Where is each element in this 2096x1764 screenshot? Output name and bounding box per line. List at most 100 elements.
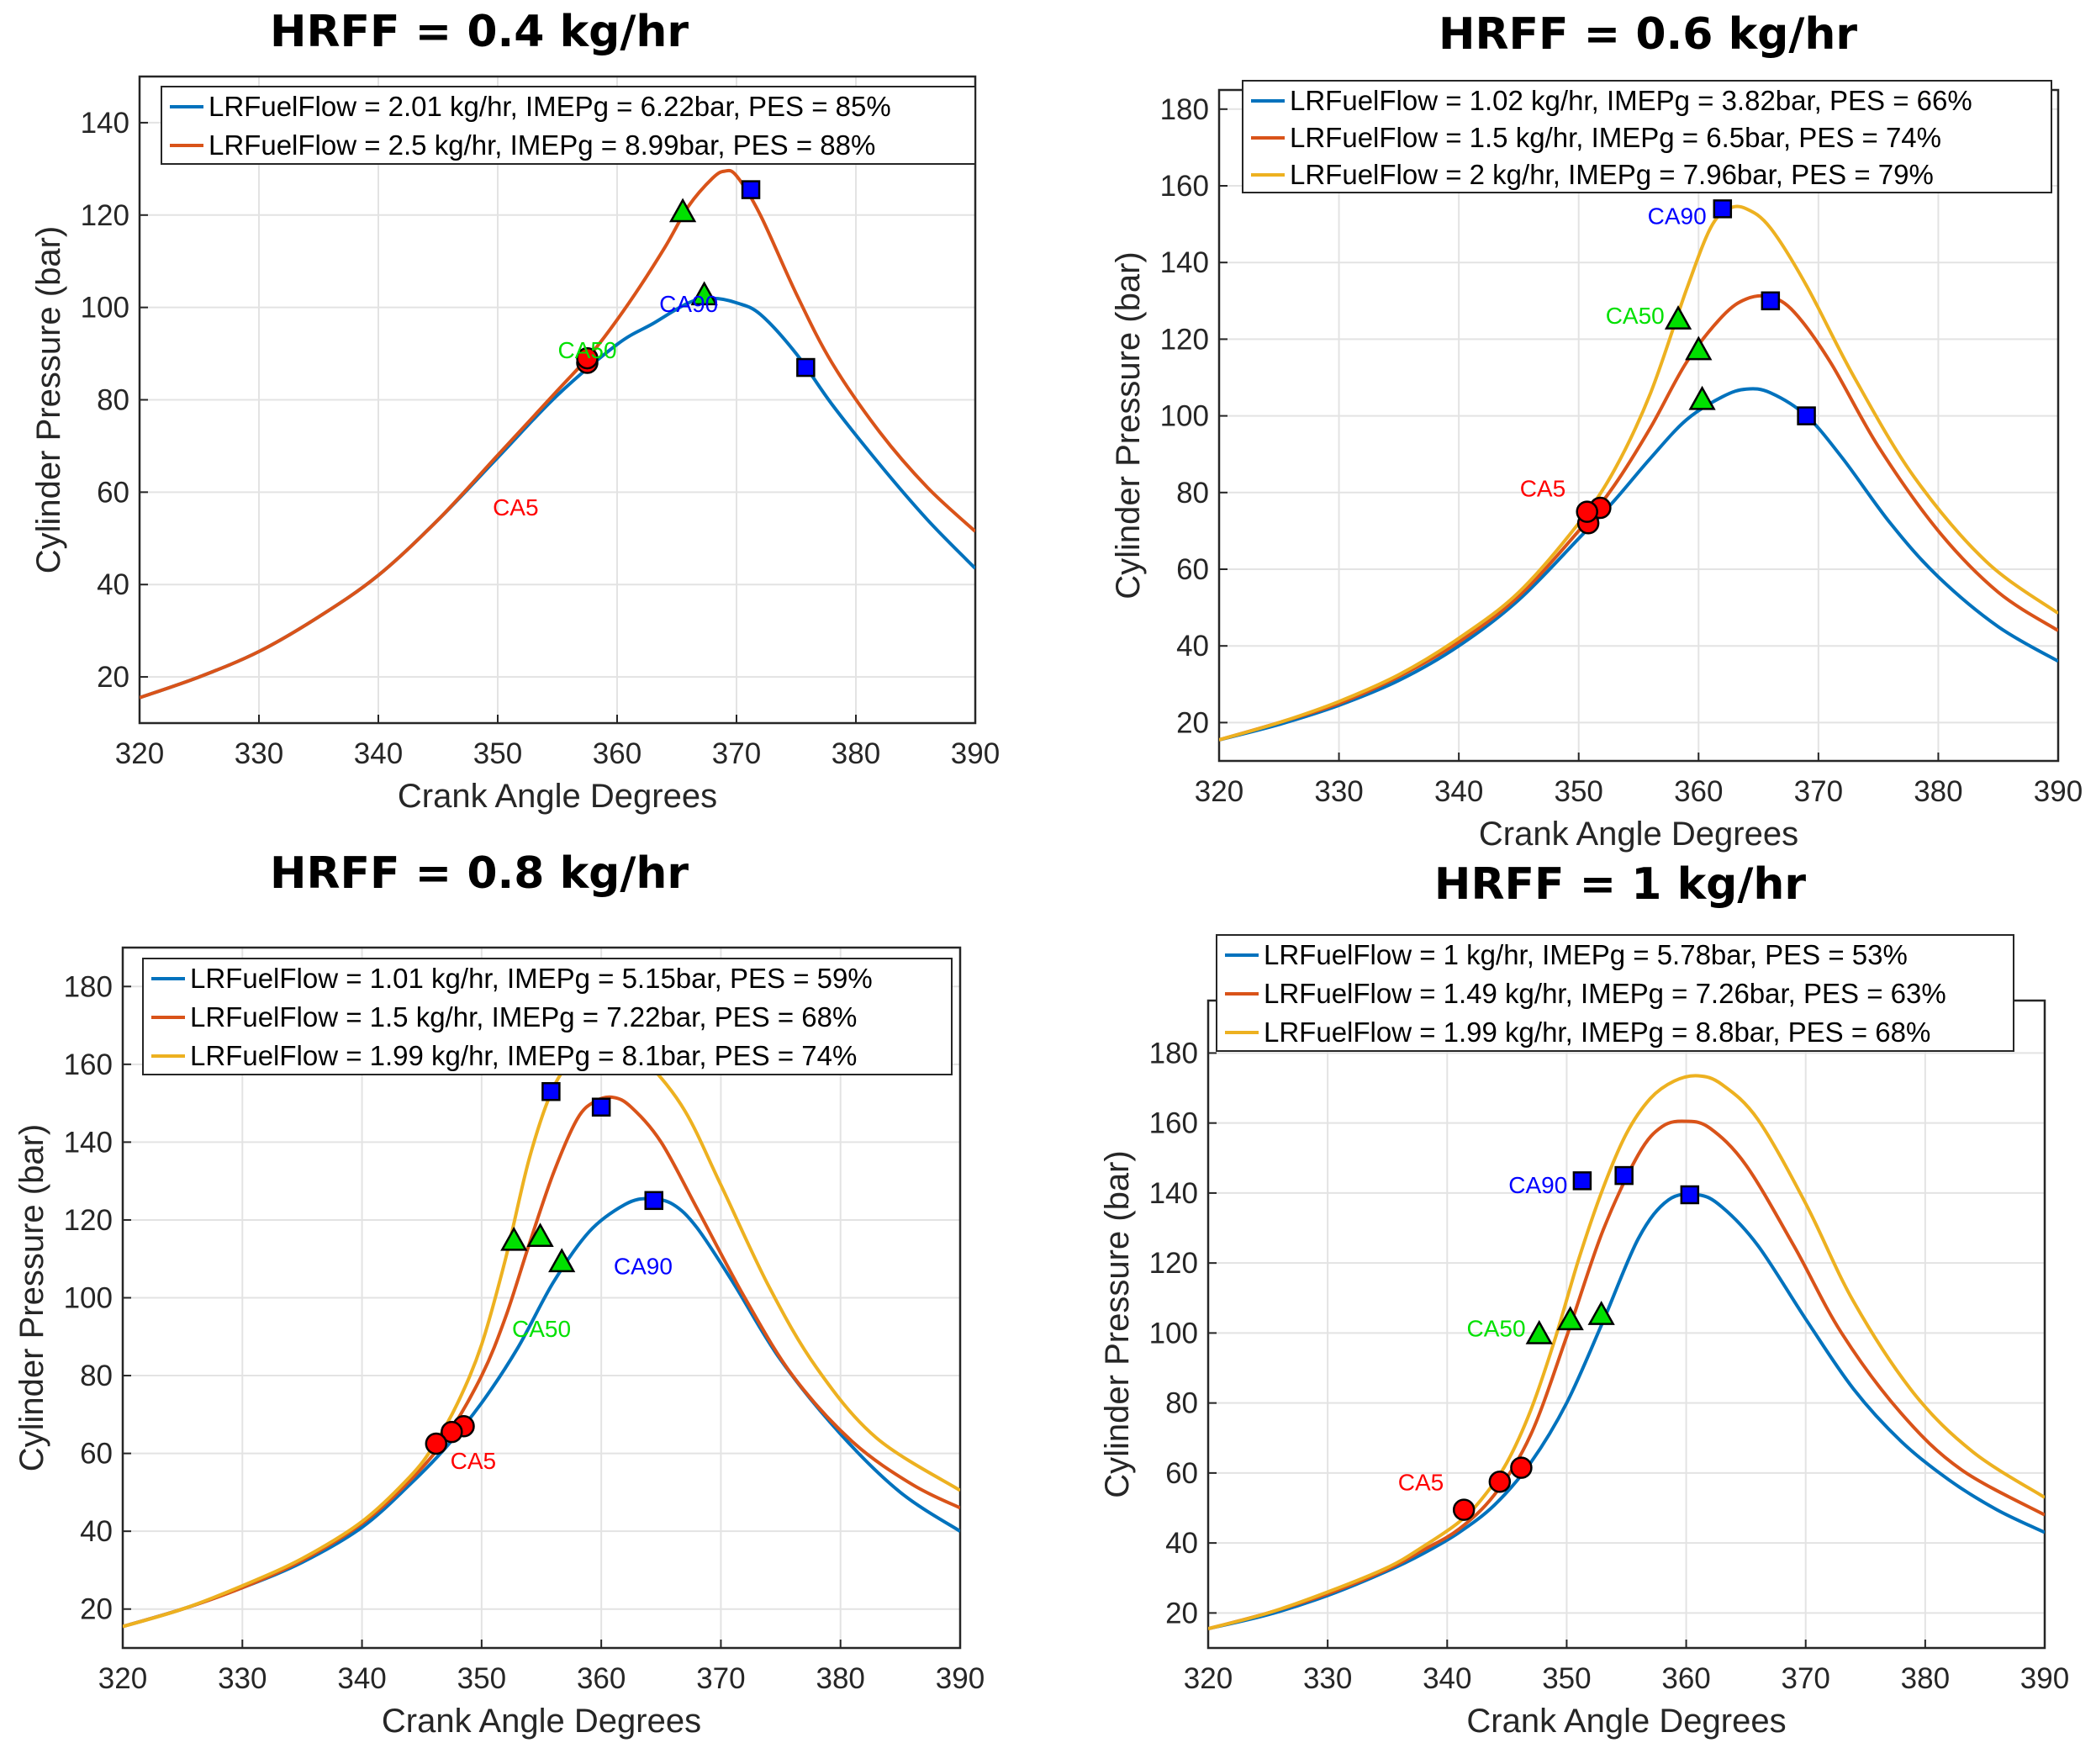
y-tick-label: 60 [1176, 553, 1209, 586]
ca90-marker [1797, 406, 1816, 425]
legend-entry: LRFuelFlow = 1 kg/hr, IMEPg = 5.78bar, P… [1264, 939, 1908, 970]
annotation-ca50: CA50 [512, 1316, 571, 1342]
y-axis-label: Cylinder Pressure (bar) [13, 1124, 50, 1471]
y-tick-label: 20 [1176, 706, 1209, 739]
x-tick-label: 360 [593, 737, 641, 770]
series-lines [140, 168, 975, 700]
x-tick-label: 340 [354, 737, 403, 770]
x-tick-label: 340 [1434, 775, 1483, 808]
x-tick-label: 380 [1914, 775, 1962, 808]
ca50-marker [668, 198, 697, 223]
x-tick-label: 320 [115, 737, 164, 770]
ca50-marker [526, 1223, 554, 1248]
legend-entry: LRFuelFlow = 1.49 kg/hr, IMEPg = 7.26bar… [1264, 978, 1946, 1009]
chart-title: HRFF = 0.6 kg/hr [1439, 9, 1857, 60]
x-tick-label: 390 [2034, 775, 2083, 808]
series-lines [123, 1040, 960, 1629]
x-tick-label: 320 [1195, 775, 1243, 808]
series-line [1208, 1074, 2045, 1631]
ca90-marker [1572, 1171, 1592, 1191]
ca50-marker [1587, 1301, 1615, 1325]
panel-hrff-0-8: HRFF = 0.8 kg/hr 320 330 340 350 360 370 380 390… [13, 848, 985, 1740]
x-tick-label: 380 [816, 1662, 865, 1695]
legend-box [1216, 934, 2014, 1052]
x-tick-label: 330 [1314, 775, 1363, 808]
y-tick-label: 80 [97, 384, 129, 417]
legend-entry: LRFuelFlow = 2.5 kg/hr, IMEPg = 8.99bar,… [209, 129, 875, 161]
legend: LRFuelFlow = 1.02 kg/hr, IMEPg = 3.82bar… [1242, 80, 2052, 193]
plot-area [1208, 1001, 2045, 1648]
ca5-marker [1510, 1456, 1533, 1479]
x-tick-label: 350 [1555, 775, 1603, 808]
x-tick-label: 380 [1901, 1662, 1950, 1695]
legend-entry: LRFuelFlow = 2 kg/hr, IMEPg = 7.96bar, P… [1290, 159, 1934, 190]
y-tick-label: 140 [64, 1126, 113, 1159]
ca90-marker [1713, 199, 1733, 219]
ca50-marker [1556, 1306, 1584, 1331]
series-line [123, 1040, 960, 1629]
ca90-marker [644, 1191, 663, 1211]
annotation-ca90: CA90 [614, 1254, 673, 1280]
legend: LRFuelFlow = 1 kg/hr, IMEPg = 5.78bar, P… [1216, 934, 2014, 1052]
ca90-marker [1680, 1185, 1700, 1205]
y-tick-label: 40 [1176, 630, 1209, 663]
annotation-ca50: CA50 [557, 337, 616, 363]
panel-hrff-0-6: HRFF = 0.6 kg/hr 320 330 340 350 360 370 380 390… [1110, 9, 2083, 853]
legend-entry: LRFuelFlow = 1.01 kg/hr, IMEPg = 5.15bar… [190, 963, 873, 994]
annotation-ca90: CA90 [1508, 1172, 1567, 1198]
y-tick-label: 20 [80, 1593, 113, 1626]
annotation-ca90: CA90 [659, 291, 718, 317]
ca50-marker [1688, 385, 1716, 410]
legend-box [1242, 80, 2052, 193]
x-tick-label: 370 [1794, 775, 1843, 808]
y-tick-label: 180 [1149, 1037, 1198, 1069]
annotation-ca90: CA90 [1648, 203, 1707, 230]
y-tick-label: 40 [97, 568, 129, 601]
legend-entry: LRFuelFlow = 1.02 kg/hr, IMEPg = 3.82bar… [1290, 85, 1972, 116]
x-tick-label: 370 [696, 1662, 745, 1695]
y-tick-label: 100 [1149, 1317, 1198, 1349]
legend-entry: LRFuelFlow = 1.5 kg/hr, IMEPg = 7.22bar,… [190, 1001, 857, 1033]
ca5-marker [576, 346, 599, 370]
y-tick-label: 40 [1165, 1527, 1198, 1560]
axes-frame [138, 75, 977, 725]
ca5-marker [1576, 500, 1598, 523]
plot-area [1219, 90, 2058, 761]
ca90-marker [741, 180, 761, 199]
annotation-ca50: CA50 [1606, 303, 1665, 329]
legend-entry: LRFuelFlow = 1.99 kg/hr, IMEPg = 8.1bar,… [190, 1040, 857, 1071]
x-tick-label: 350 [473, 737, 522, 770]
ca5-marker [1452, 1498, 1476, 1521]
series-line [1219, 387, 2058, 742]
ca90-marker [1614, 1165, 1634, 1186]
ca50-marker [690, 281, 718, 306]
x-tick-label: 320 [98, 1662, 147, 1695]
chart-title: HRFF = 1 kg/hr [1434, 859, 1806, 910]
y-tick-label: 80 [80, 1360, 113, 1392]
series-line [1219, 204, 2058, 742]
x-tick-label: 360 [577, 1662, 626, 1695]
chart-title: HRFF = 0.4 kg/hr [270, 7, 689, 57]
y-tick-label: 140 [1149, 1177, 1198, 1210]
y-tick-label: 180 [64, 970, 113, 1003]
ca5-marker [441, 1420, 463, 1444]
annotation-ca50: CA50 [1467, 1316, 1526, 1342]
y-tick-label: 160 [1160, 170, 1209, 203]
y-tick-label: 140 [1160, 246, 1209, 279]
annotation-ca5: CA5 [493, 494, 538, 520]
x-tick-label: 340 [337, 1662, 386, 1695]
y-tick-label: 120 [64, 1204, 113, 1237]
x-tick-label: 390 [936, 1662, 985, 1695]
y-tick-label: 100 [81, 292, 129, 325]
legend-box [161, 86, 976, 165]
annotation-ca5: CA5 [1520, 475, 1565, 501]
x-tick-label: 390 [2020, 1662, 2069, 1695]
y-tick-label: 140 [81, 107, 129, 140]
y-axis-label: Cylinder Pressure (bar) [30, 226, 67, 573]
annotation-ca5: CA5 [451, 1448, 496, 1474]
y-tick-label: 20 [97, 661, 129, 694]
ca5-marker [1488, 1471, 1512, 1493]
series-line [1208, 1192, 2045, 1631]
legend-entry: LRFuelFlow = 1.5 kg/hr, IMEPg = 6.5bar, … [1290, 122, 1941, 153]
legend-entry: LRFuelFlow = 1.99 kg/hr, IMEPg = 8.8bar,… [1264, 1017, 1930, 1048]
